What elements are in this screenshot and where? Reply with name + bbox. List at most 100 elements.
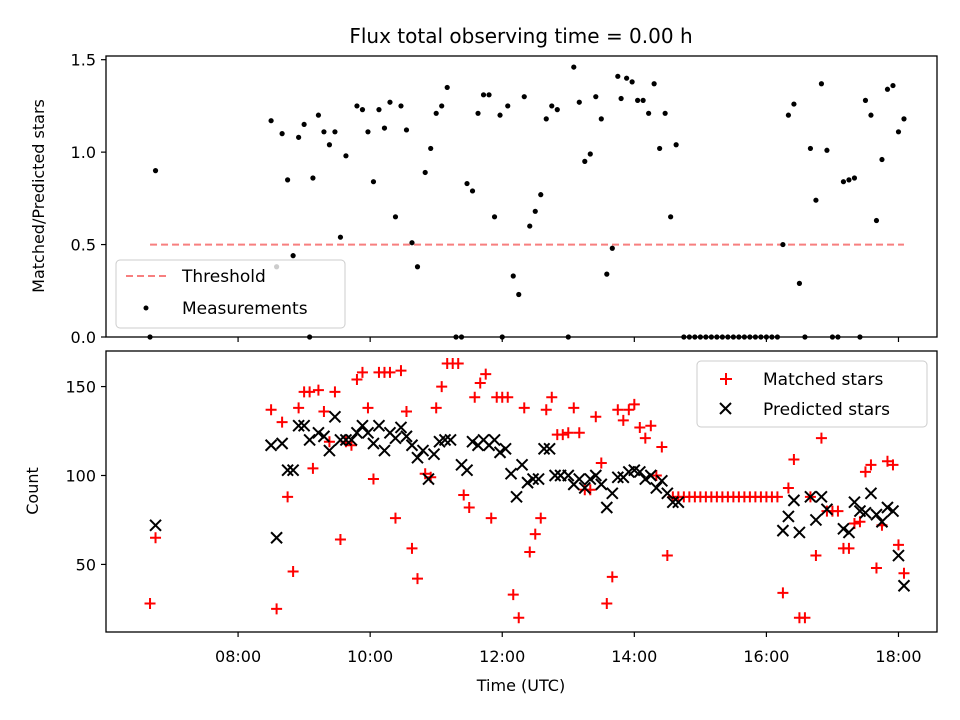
measurement-point (651, 81, 657, 87)
predicted-star-point (644, 469, 658, 482)
measurement-point (582, 158, 588, 164)
measurement-point (381, 125, 388, 131)
predicted-star-point (270, 531, 283, 544)
measurement-point (332, 129, 338, 135)
predicted-star-point (405, 439, 419, 452)
predicted-star-point (292, 419, 305, 432)
matched-star-point (601, 598, 613, 610)
predicted-star-point (378, 444, 391, 457)
matched-star-point (265, 404, 277, 416)
predicted-star-point (493, 446, 507, 459)
top-ytick-label: 0.0 (71, 328, 96, 347)
predicted-star-point (328, 410, 342, 424)
matched-star-point (144, 598, 156, 610)
predicted-star-point (281, 463, 294, 477)
predicted-star-point (422, 472, 435, 486)
measurement-point (491, 214, 498, 220)
predicted-star-point (394, 421, 408, 434)
matched-star-point (452, 357, 464, 369)
matched-star-point (645, 420, 657, 432)
measurement-point (791, 101, 797, 107)
predicted-star-point (389, 431, 402, 445)
predicted-star-point (820, 503, 834, 516)
matched-star-point (782, 482, 794, 494)
measurement-point (376, 107, 382, 113)
predicted-star-point (460, 463, 474, 477)
measurement-point (576, 99, 582, 105)
predicted-star-point (897, 579, 911, 592)
measurement-point (668, 214, 674, 220)
predicted-star-point (600, 501, 614, 514)
predicted-star-point (264, 439, 278, 452)
measurement-point (387, 99, 393, 105)
measurement-point (813, 197, 819, 203)
predicted-star-point (578, 481, 591, 495)
matched-star-point (436, 381, 448, 393)
measurement-point (464, 180, 470, 187)
predicted-star-point (526, 472, 540, 486)
predicted-star-point (286, 463, 300, 477)
measurement-point (873, 217, 880, 224)
measurement-point (538, 192, 544, 198)
matched-star-point (430, 402, 442, 414)
matched-star-point (628, 398, 640, 410)
measurement-point (646, 110, 652, 116)
matched-star-point (307, 462, 319, 474)
predicted-star-point (504, 467, 518, 480)
bottom-xtick-label: 10:00 (347, 647, 393, 666)
measurement-point (543, 116, 549, 122)
predicted-star-point (650, 481, 663, 495)
predicted-star-point (870, 508, 883, 521)
measurement-point (152, 168, 159, 174)
measurement-point (365, 129, 371, 135)
matched-star-point (865, 459, 877, 471)
matched-star-point (351, 373, 363, 385)
predicted-star-point (666, 495, 680, 509)
matched-star-point (474, 377, 486, 389)
predicted-star-point (345, 433, 358, 447)
measurement-point (615, 73, 621, 79)
measurement-point (895, 129, 902, 135)
measurement-point (549, 103, 555, 109)
measurement-point (285, 177, 291, 183)
measurement-point (890, 82, 896, 89)
measurement-point (879, 156, 885, 163)
predicted-star-point (606, 487, 619, 500)
legend-measurements-label: Measurements (182, 299, 308, 319)
matched-star-point (777, 587, 789, 599)
matched-star-point (276, 416, 288, 428)
measurement-point (662, 110, 668, 116)
matched-star-point (367, 473, 379, 485)
measurement-point (510, 273, 516, 279)
measurement-point (398, 103, 404, 109)
predicted-star-point (361, 426, 375, 440)
x-axis-label: Time (UTC) (476, 676, 565, 695)
predicted-star-point (275, 437, 289, 450)
measurement-point (296, 134, 302, 140)
matched-star-point (282, 491, 294, 503)
matched-star-point (535, 512, 547, 524)
matched-star-point (799, 612, 811, 624)
measurement-point (290, 253, 296, 259)
measurement-point (609, 245, 615, 251)
top-ytick-label: 1.5 (71, 51, 96, 70)
bottom-legend-box (696, 360, 928, 428)
measurement-point (640, 97, 646, 103)
bottom-legend: Matched stars Predicted stars (696, 360, 928, 428)
matched-star-point (595, 457, 607, 469)
matched-star-point (546, 391, 558, 403)
measurement-point (422, 169, 428, 176)
matched-star-point (406, 542, 418, 554)
measurement-point (635, 97, 641, 103)
predicted-star-point (815, 490, 828, 504)
measurement-point (818, 81, 825, 87)
predicted-star-point (372, 419, 386, 432)
matched-star-point (568, 402, 580, 414)
measurement-point (587, 151, 593, 157)
predicted-star-point (400, 430, 413, 443)
top-ytick-label: 0.5 (71, 236, 96, 255)
predicted-star-point (334, 433, 347, 447)
matched-star-point (395, 365, 407, 377)
predicted-star-point (595, 478, 608, 491)
predicted-star-point (515, 458, 529, 472)
